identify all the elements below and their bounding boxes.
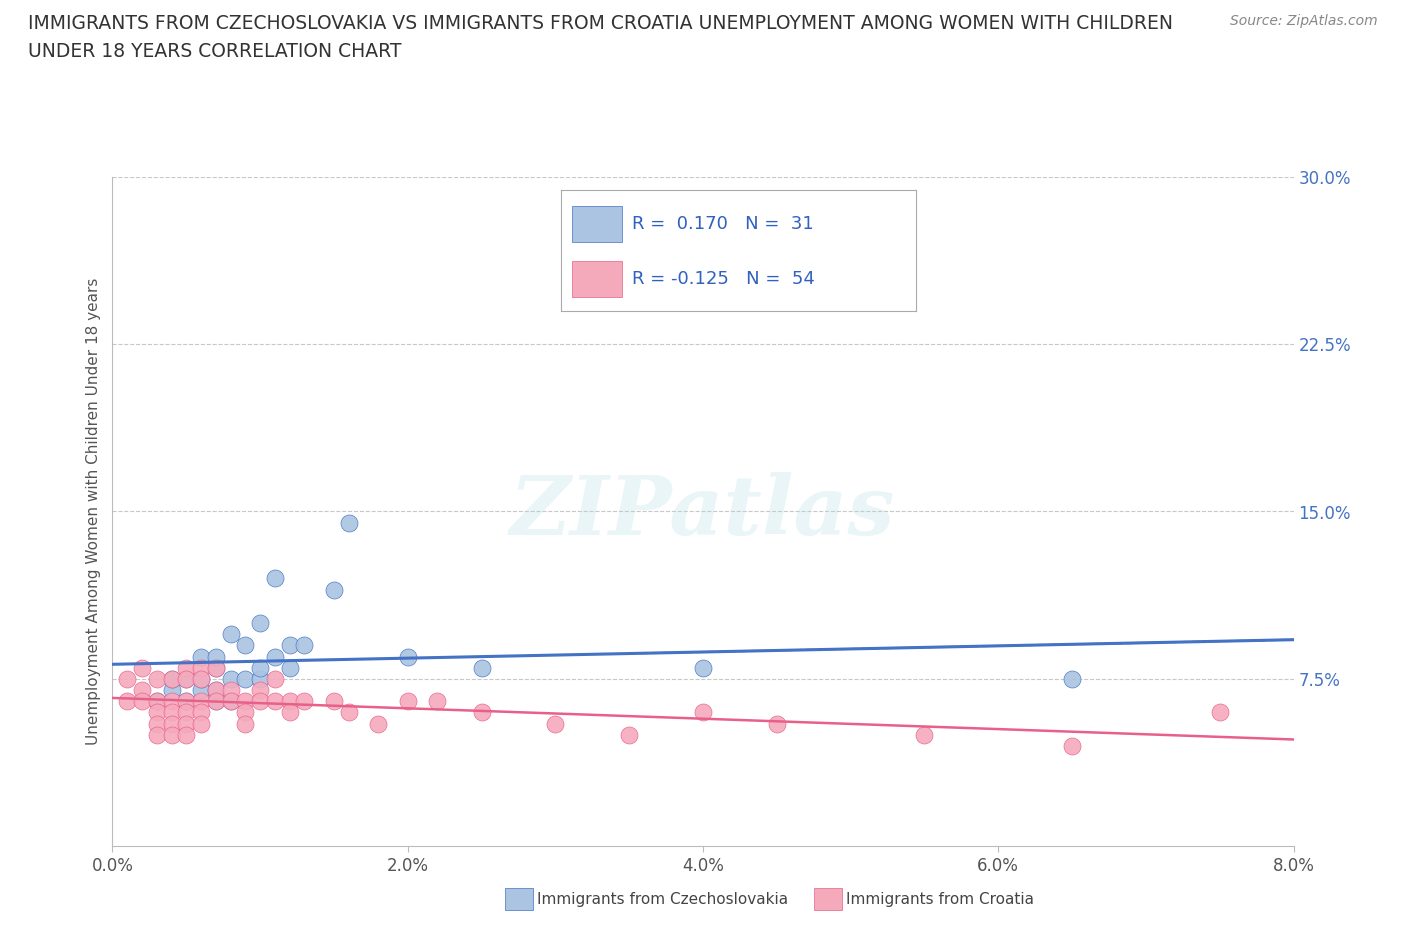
Point xyxy=(174,694,197,709)
Point xyxy=(323,694,346,709)
Text: Source: ZipAtlas.com: Source: ZipAtlas.com xyxy=(1230,14,1378,28)
Point xyxy=(278,638,301,653)
Point xyxy=(174,716,197,731)
Point xyxy=(264,649,287,664)
Point xyxy=(146,694,169,709)
Point xyxy=(219,627,242,642)
Point xyxy=(396,694,419,709)
Point xyxy=(190,716,212,731)
Point xyxy=(278,705,301,720)
Point xyxy=(146,727,169,742)
Point xyxy=(146,716,169,731)
Point xyxy=(190,671,212,686)
Point xyxy=(219,671,242,686)
Point xyxy=(692,660,714,675)
Point xyxy=(131,694,153,709)
Point xyxy=(264,671,287,686)
Point xyxy=(233,716,256,731)
Point xyxy=(249,694,271,709)
Point xyxy=(117,671,138,686)
Point xyxy=(190,683,212,698)
Point xyxy=(205,694,228,709)
Point xyxy=(205,649,228,664)
Point xyxy=(146,705,169,720)
Point xyxy=(1062,738,1084,753)
Point xyxy=(396,649,419,664)
Text: Immigrants from Czechoslovakia: Immigrants from Czechoslovakia xyxy=(537,892,789,907)
Point xyxy=(233,638,256,653)
Point xyxy=(264,571,287,586)
Point xyxy=(471,705,494,720)
Point xyxy=(765,716,787,731)
Point xyxy=(160,716,183,731)
Point xyxy=(190,671,212,686)
Point xyxy=(544,716,567,731)
Point xyxy=(174,727,197,742)
Point xyxy=(292,638,315,653)
Point xyxy=(174,671,197,686)
Point xyxy=(219,694,242,709)
Point xyxy=(205,694,228,709)
Point xyxy=(160,683,183,698)
Point xyxy=(692,705,714,720)
Point xyxy=(131,660,153,675)
Point xyxy=(190,705,212,720)
Point xyxy=(619,727,641,742)
Point xyxy=(205,683,228,698)
Point xyxy=(205,683,228,698)
Point xyxy=(160,671,183,686)
Point xyxy=(146,694,169,709)
Point xyxy=(174,705,197,720)
Point xyxy=(205,660,228,675)
Point xyxy=(160,727,183,742)
Point xyxy=(233,671,256,686)
Point xyxy=(219,694,242,709)
Point xyxy=(190,694,212,709)
Point xyxy=(1208,705,1232,720)
Point xyxy=(367,716,389,731)
Point xyxy=(1062,671,1084,686)
Point xyxy=(160,694,183,709)
Point xyxy=(174,671,197,686)
Point xyxy=(190,649,212,664)
Point xyxy=(914,727,936,742)
Point xyxy=(146,671,169,686)
Text: IMMIGRANTS FROM CZECHOSLOVAKIA VS IMMIGRANTS FROM CROATIA UNEMPLOYMENT AMONG WOM: IMMIGRANTS FROM CZECHOSLOVAKIA VS IMMIGR… xyxy=(28,14,1173,33)
Point xyxy=(264,694,287,709)
Point xyxy=(249,683,271,698)
Text: ZIPatlas: ZIPatlas xyxy=(510,472,896,551)
Point xyxy=(131,683,153,698)
Point xyxy=(160,705,183,720)
Point xyxy=(190,660,212,675)
Point xyxy=(323,582,346,597)
Point xyxy=(471,660,494,675)
Point xyxy=(219,683,242,698)
Text: Immigrants from Croatia: Immigrants from Croatia xyxy=(846,892,1035,907)
Point xyxy=(233,705,256,720)
Point xyxy=(174,660,197,675)
Point xyxy=(337,515,360,530)
Point xyxy=(233,694,256,709)
Point xyxy=(249,671,271,686)
Point xyxy=(292,694,315,709)
Point xyxy=(117,694,138,709)
Point xyxy=(160,671,183,686)
Point xyxy=(174,694,197,709)
Point xyxy=(337,705,360,720)
Point xyxy=(205,660,228,675)
Point xyxy=(426,694,449,709)
Point xyxy=(278,694,301,709)
Point xyxy=(249,616,271,631)
Point xyxy=(278,660,301,675)
Point xyxy=(249,660,271,675)
Text: UNDER 18 YEARS CORRELATION CHART: UNDER 18 YEARS CORRELATION CHART xyxy=(28,42,402,60)
Y-axis label: Unemployment Among Women with Children Under 18 years: Unemployment Among Women with Children U… xyxy=(86,278,101,745)
